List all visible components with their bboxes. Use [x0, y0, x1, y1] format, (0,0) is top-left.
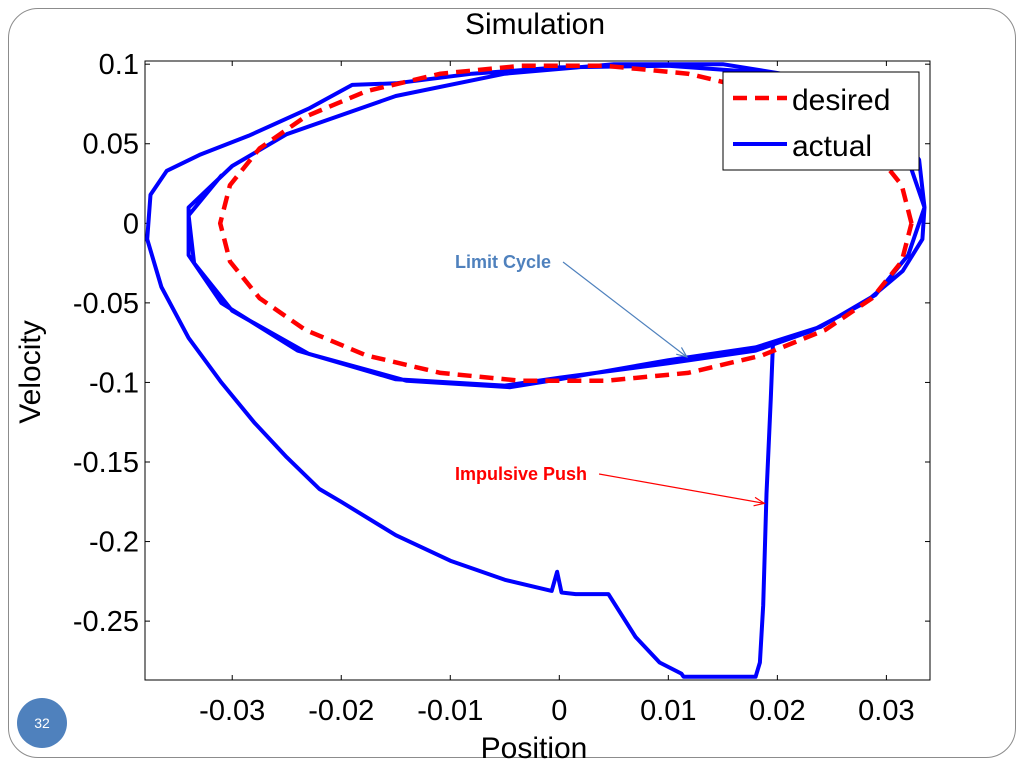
slide-number-badge: 32: [17, 698, 67, 748]
annotation-arrow-head: [676, 347, 689, 358]
legend-box: [722, 71, 920, 171]
annotation-layer: Limit Cycle Impulsive Push: [455, 252, 766, 507]
annotation-arrow-line: [598, 473, 765, 504]
legend-label-actual: actual: [792, 130, 872, 163]
x-tick-label: -0.01: [417, 695, 483, 727]
y-tick-label: 0.1: [99, 49, 139, 81]
legend-label-desired: desired: [792, 84, 890, 117]
y-tick-label: -0.25: [73, 606, 139, 638]
chart-title: Simulation: [465, 8, 605, 41]
y-tick-label: 0.05: [83, 129, 139, 161]
y-tick-label: -0.1: [89, 367, 139, 399]
y-tick-label: -0.05: [73, 288, 139, 320]
axis-ticks: -0.03 -0.02 -0.01 0 0.01 0.02 0.03 0.1 0.05 0 -0.0…: [73, 49, 930, 727]
y-axis-title: Velocity: [14, 320, 47, 423]
x-tick-label: 0: [551, 695, 567, 727]
annotation-limit-cycle: Limit Cycle: [455, 252, 551, 272]
annotation-impulsive-push: Impulsive Push: [455, 464, 587, 484]
annotation-arrow-head: [753, 496, 766, 507]
y-tick-label: -0.2: [89, 527, 139, 559]
y-tick-label: -0.15: [73, 447, 139, 479]
y-tick-label: 0: [123, 208, 139, 240]
annotation-arrow-line: [562, 261, 688, 358]
x-tick-label: 0.02: [749, 695, 805, 727]
series-line-desired: [217, 63, 914, 384]
legend: desired actual: [722, 71, 920, 171]
slide-frame: [8, 8, 1016, 758]
x-tick-label: 0.01: [640, 695, 696, 727]
x-tick-label: -0.03: [199, 695, 265, 727]
x-tick-label: -0.02: [308, 695, 374, 727]
x-axis-title: Position: [481, 732, 588, 765]
x-tick-label: 0.03: [858, 695, 914, 727]
